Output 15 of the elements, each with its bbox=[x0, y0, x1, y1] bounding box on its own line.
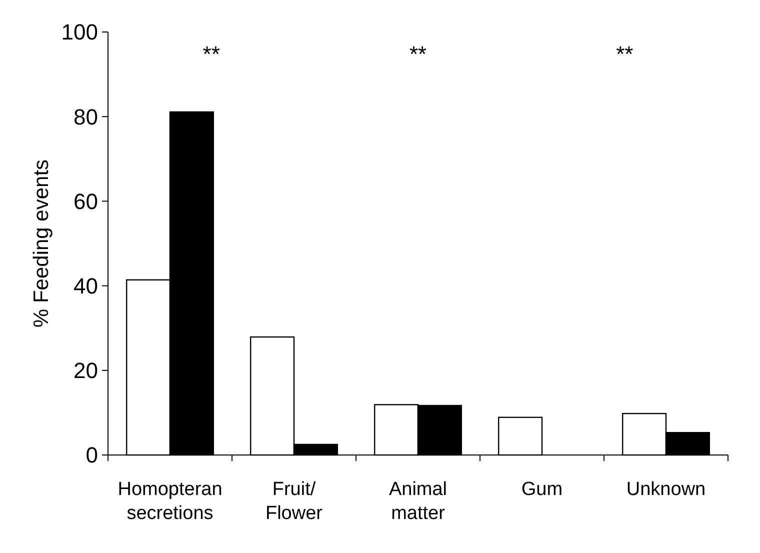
y-tick-label: 20 bbox=[74, 358, 98, 384]
x-tick-label: Gum bbox=[521, 479, 563, 500]
x-tick-label: Animal matter bbox=[388, 479, 448, 524]
y-tick-label: 100 bbox=[61, 20, 98, 45]
y-tick-label: 60 bbox=[74, 188, 98, 214]
x-tick-label: Unknown bbox=[626, 479, 706, 500]
x-tick-label: Fruit/ Flower bbox=[265, 479, 324, 524]
x-tick-label: Homopteran secretions bbox=[118, 479, 222, 524]
y-axis-title: % Feeding events bbox=[30, 159, 53, 328]
annotation: ** bbox=[409, 42, 427, 67]
annotation: ** bbox=[202, 42, 220, 67]
annotation: ** bbox=[616, 42, 634, 67]
y-tick-label: 80 bbox=[74, 104, 98, 130]
y-tick-label: 40 bbox=[74, 274, 98, 298]
y-tick-label: 0 bbox=[86, 442, 98, 468]
